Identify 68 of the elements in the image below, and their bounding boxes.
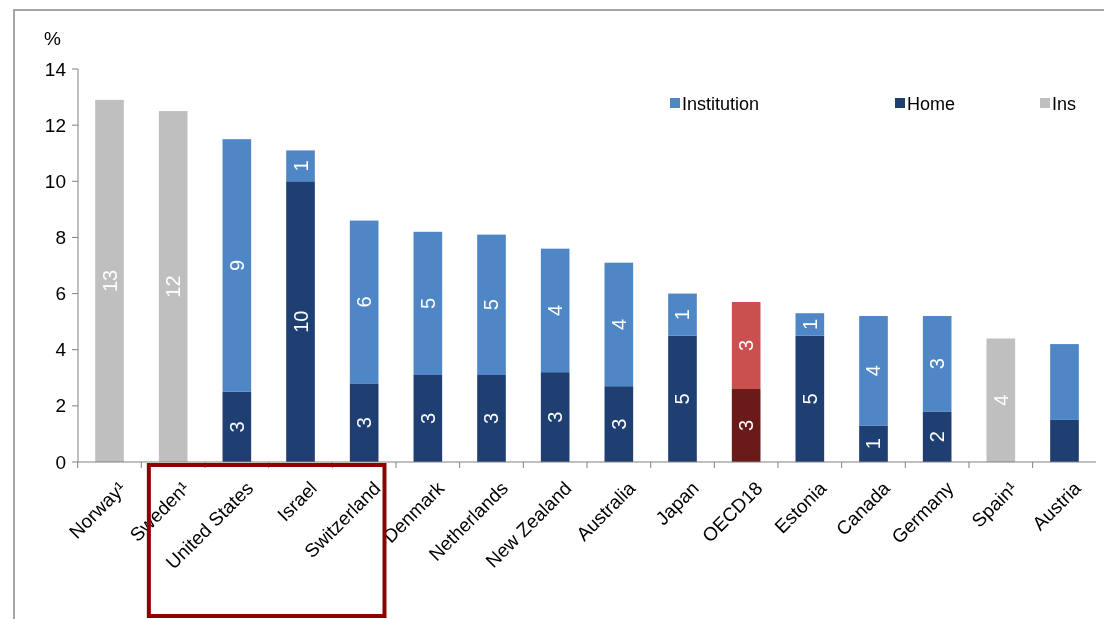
data-label: 5 — [416, 297, 439, 309]
y-tick-label: 12 — [44, 114, 66, 136]
data-label: 13 — [98, 269, 121, 293]
data-label: 4 — [607, 318, 630, 331]
data-label: 5 — [671, 393, 694, 405]
data-label: 3 — [735, 419, 758, 432]
bar — [222, 139, 252, 392]
bar — [986, 338, 1016, 462]
data-label: 4 — [862, 365, 885, 377]
y-tick-label: 10 — [44, 170, 66, 192]
bar — [795, 313, 825, 336]
bar — [668, 293, 697, 336]
data-label: 2 — [926, 431, 949, 443]
data-label: 1 — [289, 160, 312, 172]
legend-label: Ins — [1052, 94, 1077, 114]
bar — [604, 386, 634, 462]
data-label: 3 — [607, 418, 630, 430]
y-tick-label: 0 — [55, 451, 66, 473]
bar — [604, 262, 634, 387]
data-label: 5 — [798, 393, 821, 405]
bar — [859, 316, 888, 426]
bar — [222, 391, 252, 462]
data-label: 9 — [225, 259, 248, 272]
y-tick-label: 4 — [55, 339, 67, 361]
bar — [286, 181, 315, 462]
bar — [922, 411, 952, 462]
data-label: 12 — [162, 275, 185, 298]
bar — [1050, 344, 1079, 420]
data-label: 5 — [480, 299, 503, 311]
bar — [349, 220, 379, 384]
bar — [95, 99, 124, 462]
data-label: 1 — [671, 309, 694, 321]
bar — [795, 335, 825, 462]
legend-label: Home — [907, 94, 956, 114]
bar — [477, 234, 506, 375]
data-label: 1 — [798, 318, 821, 331]
y-tick-label: 8 — [55, 226, 66, 248]
data-label: 3 — [735, 339, 758, 352]
bar — [859, 425, 888, 462]
y-axis-title: % — [44, 28, 61, 49]
y-tick-label: 2 — [55, 395, 66, 417]
data-label: 3 — [926, 358, 949, 370]
data-label: 1 — [862, 438, 885, 450]
data-label: 3 — [544, 411, 567, 423]
data-label: 4 — [989, 394, 1012, 406]
legend-label: Institution — [682, 94, 760, 114]
data-label: 6 — [353, 296, 376, 308]
data-label: 3 — [480, 412, 503, 425]
bar — [540, 248, 570, 373]
data-label: 3 — [353, 417, 376, 429]
bar — [413, 374, 443, 462]
bar — [349, 383, 379, 462]
bar — [413, 231, 443, 375]
bar — [1050, 419, 1079, 462]
y-tick-label: 14 — [44, 58, 67, 80]
data-label: 3 — [225, 421, 248, 433]
bar — [540, 372, 570, 462]
bar — [286, 150, 315, 182]
bar — [668, 335, 697, 462]
bar — [922, 316, 952, 412]
data-label: 10 — [289, 310, 312, 333]
y-tick-label: 6 — [55, 283, 66, 305]
bar — [477, 374, 506, 462]
data-label: 4 — [544, 304, 567, 316]
data-label: 3 — [416, 412, 439, 425]
bar — [731, 301, 761, 390]
bar — [731, 389, 761, 462]
bar — [158, 111, 188, 462]
